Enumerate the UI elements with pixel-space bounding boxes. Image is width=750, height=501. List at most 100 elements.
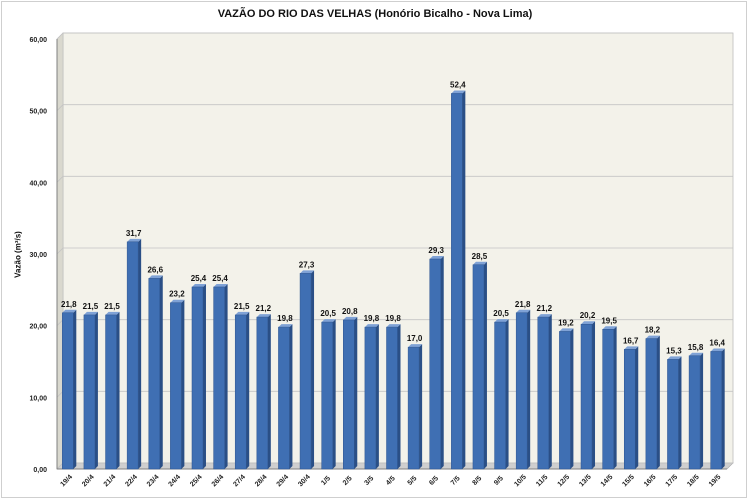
bar-26/4 [213,283,228,470]
gridline [56,175,733,183]
bar-side [138,238,142,469]
bar-30/4 [299,270,315,470]
bar-side [613,326,617,469]
x-tick-label: 19/5 [708,474,723,489]
bar-side [397,324,401,469]
bar-front [83,314,96,470]
bar-20/4 [83,311,98,470]
bar-front [429,258,441,470]
bar-17/5 [667,356,682,470]
bar-front [537,316,550,470]
y-tick-label: 50,00 [29,109,47,116]
gridline [56,104,733,111]
bar-side [354,316,358,469]
bar-front [451,93,463,470]
x-tick-label: 7/5 [450,475,462,487]
bar-top [472,261,487,265]
bar-front [645,338,658,470]
bar-front [386,326,398,470]
bar-24/4 [170,299,185,470]
x-tick-label: 9/5 [493,475,505,487]
data-label: 17,0 [407,334,423,343]
bar-top [127,238,142,242]
bar-top [256,314,271,318]
bar-side [311,270,315,469]
data-label: 25,4 [212,274,228,283]
bar-10/5 [515,309,531,470]
bar-4/5 [386,324,401,470]
bar-top [516,309,531,313]
data-label: 18,2 [645,326,661,335]
data-label: 21,2 [256,304,272,313]
y-tick-label: 40,00 [29,180,47,187]
x-tick-label: 21/4 [103,474,118,489]
data-label: 21,5 [234,302,250,311]
data-label: 21,5 [83,302,99,311]
bar-front [559,331,571,470]
bar-side [527,309,531,469]
x-tick-label: 5/5 [407,475,419,487]
bar-28/4 [256,314,271,470]
x-tick-label: 12/5 [557,474,572,489]
bar-side [700,352,704,469]
bar-side [332,319,336,469]
bar-side [116,311,120,469]
bar-top [559,328,574,332]
bar-side [483,261,487,469]
bar-side [656,335,660,469]
data-label: 19,8 [277,314,293,323]
x-tick-label: 15/5 [621,474,636,489]
bar-13/5 [580,321,596,470]
gridline [56,247,733,255]
bar-14/5 [602,326,617,470]
bar-side [548,314,552,469]
bar-front [299,273,312,470]
bar-front [602,329,614,470]
bar-top [581,321,596,325]
data-label: 20,8 [342,307,358,316]
bar-11/5 [537,314,552,470]
x-tick-label: 11/5 [535,474,549,488]
bar-1/5 [321,319,336,470]
bar-side [419,344,423,469]
x-tick-label: 25/4 [189,474,204,489]
bar-front [494,321,506,470]
bar-12/5 [559,328,574,470]
data-label: 21,8 [61,300,77,309]
bar-23/4 [148,275,163,470]
bar-front [667,359,679,470]
data-label: 23,2 [169,290,185,299]
bar-top [386,324,401,328]
bar-front [407,346,420,470]
y-tick-label: 60,00 [29,37,47,44]
bar-side [721,348,725,469]
data-label: 19,8 [385,314,401,323]
data-label: 15,3 [666,346,682,355]
data-label: 21,8 [515,300,531,309]
bar-top [602,326,617,330]
x-tick-label: 2/5 [342,475,354,487]
bar-side [224,283,228,469]
bar-top [105,311,120,315]
bar-top [235,311,250,315]
bar-top [624,346,639,350]
bar-7/5 [451,90,466,470]
x-tick-label: 6/5 [428,475,440,487]
bar-side [375,324,379,469]
bar-25/4 [191,283,206,470]
x-tick-label: 10/5 [513,474,528,489]
data-label: 52,4 [450,80,466,89]
bar-top [213,283,228,287]
data-label: 20,2 [580,311,596,320]
x-tick-label: 22/4 [124,474,139,489]
bar-29/4 [278,324,293,470]
y-tick-label: 20,00 [29,324,47,331]
data-label: 26,6 [147,265,163,274]
bar-front [213,286,225,470]
bar-front [472,264,485,470]
bar-19/4 [62,309,77,470]
bar-top [689,352,704,356]
bar-side [505,319,509,469]
data-label: 28,5 [472,252,488,261]
data-label: 20,5 [493,309,509,318]
